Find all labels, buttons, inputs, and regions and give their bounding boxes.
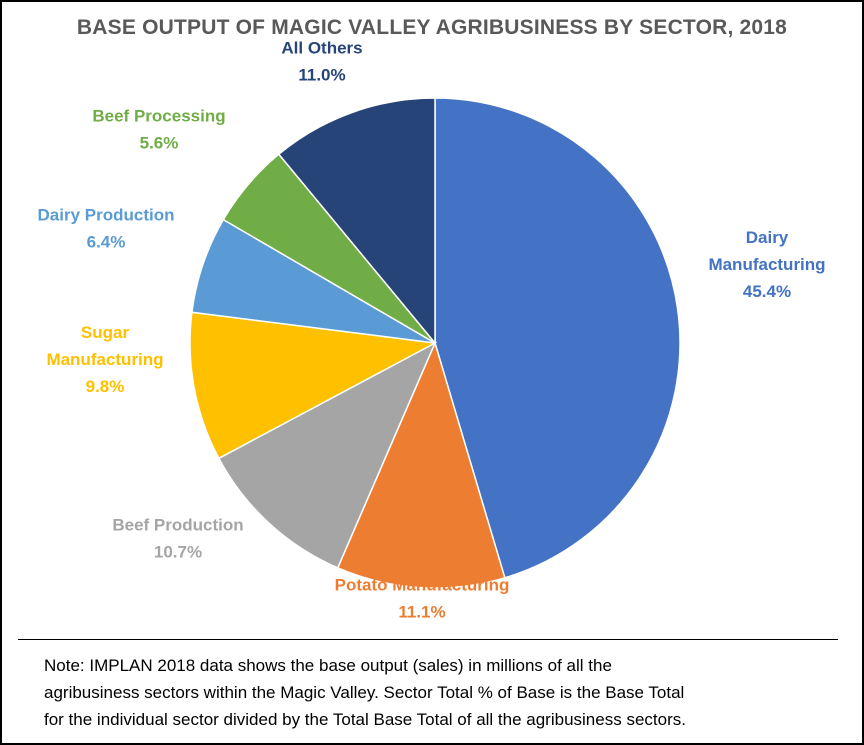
slice-name: Sugar <box>81 323 130 342</box>
pie-slice <box>277 97 436 346</box>
slice-percent: 45.4% <box>743 282 791 301</box>
slice-percent: 5.6% <box>140 134 179 153</box>
note-divider <box>18 639 838 640</box>
pie-slice <box>434 97 681 579</box>
pie-chart: Dairy Manufacturing 45.4% Potato Manufactur… <box>38 39 826 622</box>
note-line: for the individual sector divided by the… <box>44 710 686 729</box>
slice-name: Beef Production <box>112 516 243 535</box>
slice-name: Manufacturing <box>708 255 825 274</box>
slice-label: Dairy Manufacturing 45.4% <box>708 228 825 301</box>
slice-percent: 11.1% <box>398 603 445 622</box>
slice-name: Dairy <box>746 228 789 247</box>
pie-slice <box>336 340 506 589</box>
slice-percent: 11.0% <box>298 66 345 85</box>
slice-percent: 10.7% <box>154 543 202 562</box>
slice-name: All Others <box>281 39 362 58</box>
slice-name: Dairy Production <box>38 206 175 225</box>
note-text: Note: IMPLAN 2018 data shows the base ou… <box>44 652 844 733</box>
slice-label: Potato Manufacturing 11.1% <box>335 576 510 622</box>
slice-name: Beef Processing <box>92 107 225 126</box>
pie-slice <box>189 311 438 460</box>
slice-percent: 6.4% <box>87 233 126 252</box>
slice-name: Potato Manufacturing <box>335 576 510 595</box>
note-line: agribusiness sectors within the Magic Va… <box>44 683 685 702</box>
slice-name: Manufacturing <box>46 350 163 369</box>
slice-label: Sugar Manufacturing 9.8% <box>46 323 163 396</box>
slice-label: All Others 11.0% <box>281 39 362 85</box>
pie-slice <box>217 341 437 569</box>
slice-percent: 9.8% <box>86 377 125 396</box>
slice-label: Beef Processing 5.6% <box>92 107 225 153</box>
slice-label: Dairy Production 6.4% <box>38 206 175 252</box>
note-line: Note: IMPLAN 2018 data shows the base ou… <box>44 656 612 675</box>
chart-title: BASE OUTPUT OF MAGIC VALLEY AGRIBUSINESS… <box>76 16 788 39</box>
slice-label: Beef Production 10.7% <box>112 516 243 562</box>
